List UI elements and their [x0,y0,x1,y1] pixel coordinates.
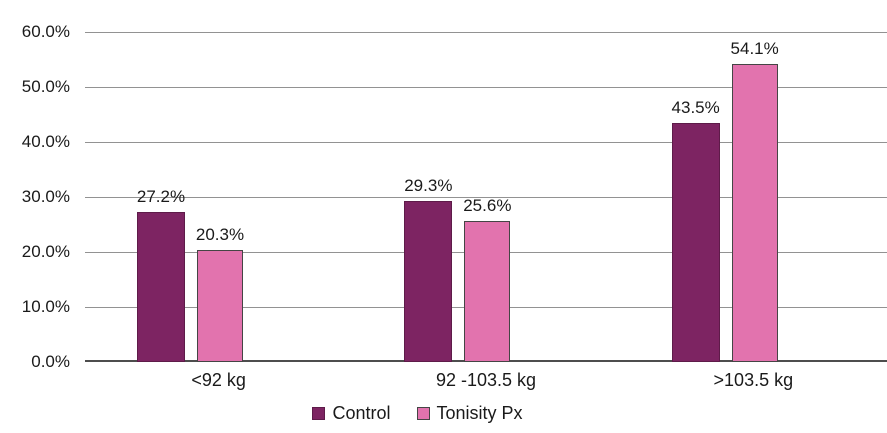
plot-area: 27.2% 20.3% <92 kg 29.3% 25.6% 92 -103.5 kg 43… [85,32,887,390]
x-category-label: <92 kg [191,370,246,390]
data-label: 29.3% [404,175,453,195]
bar-tonisity-px [731,64,778,362]
bar-group: 43.5% 54.1% >103.5 kg [620,32,887,390]
bar-group: 29.3% 25.6% 92 -103.5 kg [352,32,619,390]
gridline [85,197,887,198]
y-tick-label: 50.0% [21,77,70,96]
legend-item-tonisity-px: Tonisity Px [416,403,523,423]
legend-item-control: Control [312,403,391,423]
x-category-label: >103.5 kg [713,370,794,390]
y-tick-label: 60.0% [21,22,70,41]
bar-tonisity-px [464,221,511,362]
legend-label: Tonisity Px [436,403,523,423]
bar-control [137,212,185,362]
legend-label: Control [332,403,391,423]
legend: Control Tonisity Px [0,403,861,423]
bar-control [671,122,720,362]
data-label: 25.6% [463,196,512,216]
legend-swatch-icon [312,406,326,420]
legend-swatch-icon [416,406,430,420]
gridline [85,142,887,143]
y-tick-label: 40.0% [21,132,70,151]
data-label: 54.1% [730,39,779,59]
gridline [85,32,887,33]
y-tick-label: 30.0% [21,187,70,206]
y-tick-label: 20.0% [21,242,70,261]
bar-group: 27.2% 20.3% <92 kg [85,32,352,390]
data-label: 20.3% [195,225,245,245]
x-category-label: 92 -103.5 kg [435,370,537,390]
y-tick-label: 10.0% [21,297,70,316]
data-label: 27.2% [136,187,186,207]
y-tick-label: 0.0% [31,352,70,371]
data-label: 43.5% [671,97,720,117]
bar-tonisity-px [197,250,243,362]
bar-control [404,200,453,362]
gridline [85,87,887,88]
